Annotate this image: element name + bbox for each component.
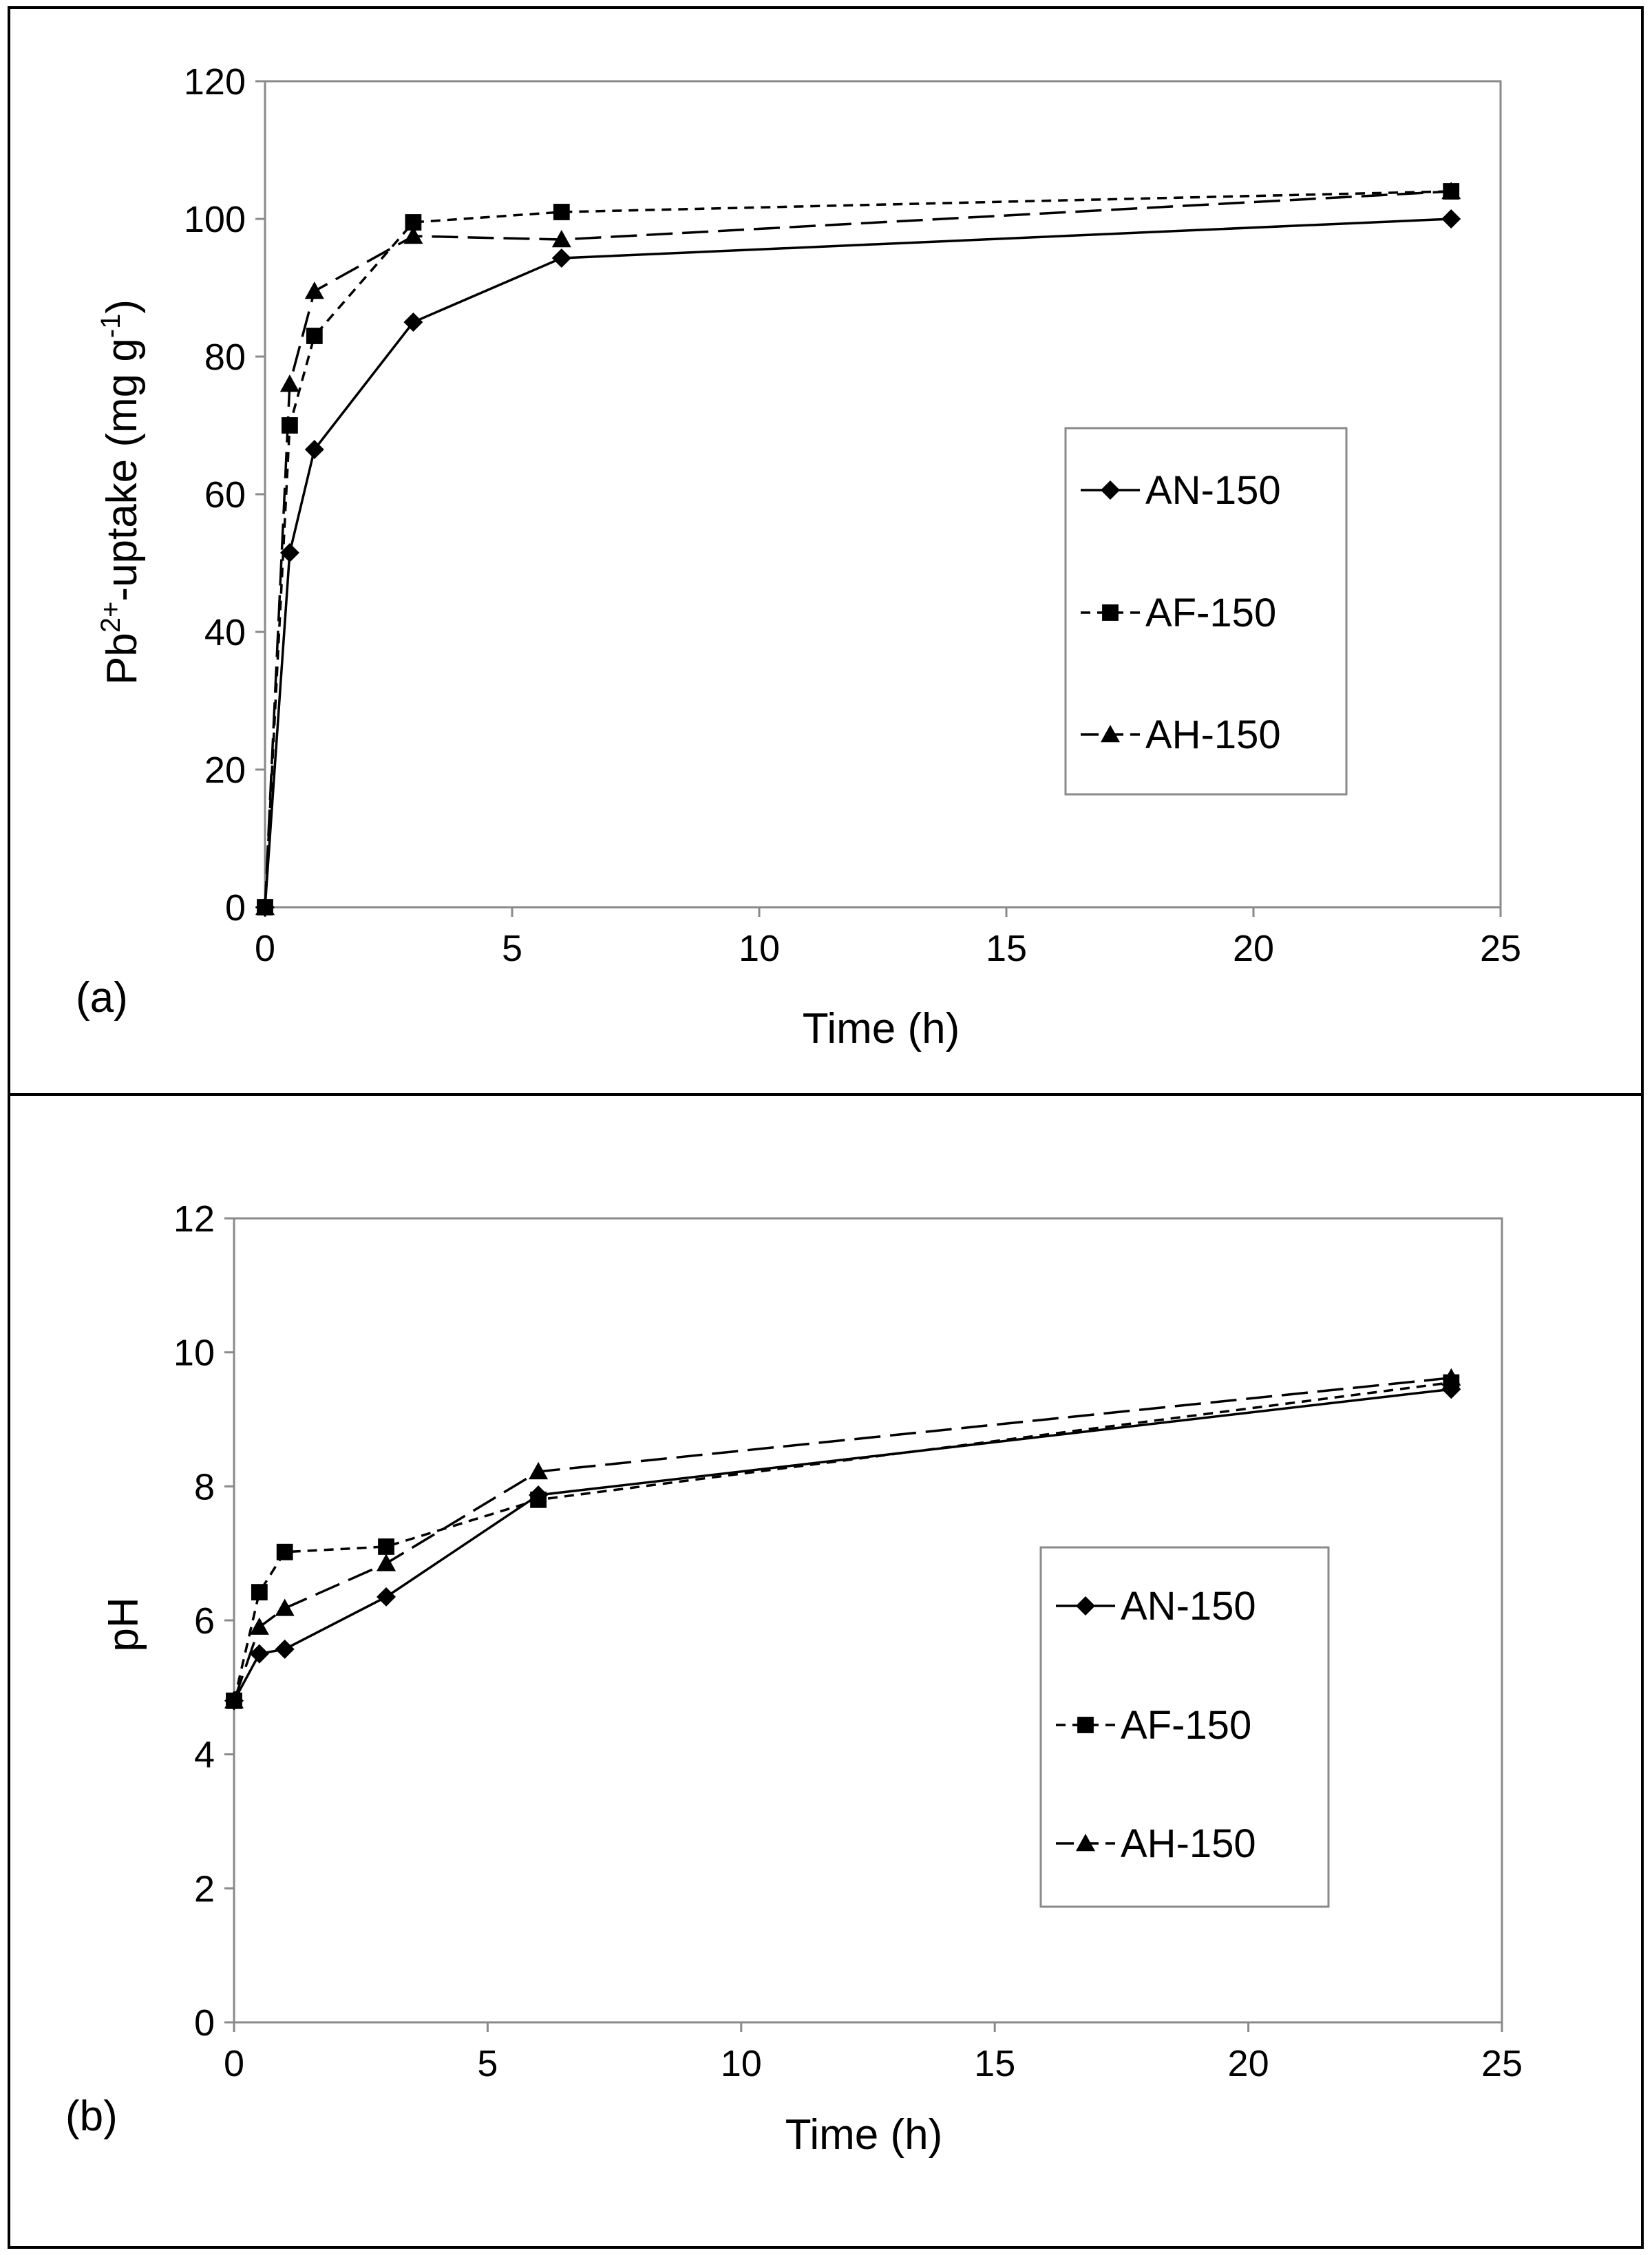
y-tick-label-a: 40 [204,612,246,653]
x-axis-title-a: Time (h) [803,1005,960,1052]
x-tick-label-a: 15 [986,928,1027,969]
panel-b: (b) Time (h) pH 0 2 4 6 8 10 12 0 5 10 15 20 25 AN-15… [65,1198,1523,2159]
legend-label-an-150-a: AN-150 [1145,468,1281,513]
y-tick-label-b: 10 [173,1333,215,1374]
series-line-ah-150-b [233,1376,1452,1702]
data-point-af-150-a [553,204,570,220]
series-line-an-150-b [233,1388,1452,1702]
panel-label-a: (a) [76,974,128,1021]
legend-marker-an-150-a [1101,480,1120,500]
y-tick-label-a: 0 [225,887,246,929]
legend-label-ah-150-b: AH-150 [1121,1821,1256,1866]
data-point-ah-150-a [304,282,324,299]
legend-marker-ah-150-a [1101,725,1120,743]
data-point-af-150-b [251,1584,268,1601]
legend-label-af-150-b: AF-150 [1121,1703,1251,1748]
x-tick-label-a: 20 [1233,928,1274,969]
data-point-ah-150-a [551,230,571,248]
data-point-ah-150-b [249,1617,269,1635]
data-point-ah-150-a [403,226,423,244]
legend-marker-af-150-b [1077,1717,1094,1733]
legend-label-af-150-a: AF-150 [1145,591,1276,635]
series-line-an-150-a [264,218,1452,908]
y-tick-label-a: 120 [184,61,246,103]
x-tick-label-b: 10 [721,2043,762,2084]
legend-label-ah-150-a: AH-150 [1145,712,1281,757]
data-point-an-150-a [551,248,571,268]
x-tick-label-a: 10 [739,928,780,969]
x-tick-label-b: 5 [477,2043,498,2084]
data-point-af-150-a [405,214,422,231]
data-point-an-150-a [1441,209,1461,229]
panel-a: (a) Time (h) Pb2+-uptake (mg g-1) 0 20 40 6… [76,61,1521,1052]
x-axis-title-b: Time (h) [785,2111,942,2159]
legend-label-an-150-b: AN-150 [1121,1584,1256,1629]
data-point-af-150-a [282,417,298,434]
legend-marker-an-150-b [1076,1596,1095,1616]
y-axis-title-a: Pb2+-uptake (mg g-1) [96,299,146,685]
x-tick-label-b: 20 [1228,2043,1269,2084]
data-point-an-150-b [377,1587,396,1607]
y-axis-title-b: pH [100,1597,147,1651]
data-point-ah-150-b [275,1598,295,1616]
x-tick-label-b: 25 [1481,2043,1523,2084]
data-point-ah-150-a [1441,182,1461,200]
data-point-ah-150-b [1441,1368,1461,1386]
data-point-af-150-b [276,1543,293,1560]
x-tick-label-a: 0 [255,928,275,969]
x-tick-label-b: 0 [224,2043,244,2084]
data-point-ah-150-b [224,1691,244,1708]
y-tick-label-a: 60 [204,474,246,516]
x-tick-label-a: 5 [502,928,522,969]
y-tick-label-b: 4 [194,1735,215,1776]
y-tick-label-b: 8 [194,1466,215,1507]
y-tick-label-a: 20 [204,750,246,791]
data-point-an-150-b [275,1639,295,1659]
figure-frame [8,6,1644,2249]
panel-label-b: (b) [65,2093,118,2140]
data-point-an-150-a [279,543,299,562]
x-tick-label-b: 15 [974,2043,1015,2084]
y-tick-label-b: 6 [194,1600,215,1642]
data-point-ah-150-a [279,374,299,392]
legend-marker-ah-150-b [1076,1834,1095,1852]
series-line-af-150-a [264,190,1452,908]
data-point-ah-150-b [529,1461,549,1480]
data-point-af-150-b [378,1538,394,1555]
data-point-ah-150-a [255,898,275,915]
x-tick-label-a: 25 [1480,928,1521,969]
data-point-an-150-a [403,313,423,332]
y-tick-label-b: 2 [194,1868,215,1909]
y-tick-label-a: 80 [204,337,246,378]
y-tick-label-b: 12 [173,1198,215,1240]
series-line-ah-150-a [264,190,1452,908]
data-point-ah-150-b [377,1554,396,1571]
y-tick-label-b: 0 [194,2002,215,2044]
data-point-an-150-b [249,1644,269,1664]
data-point-af-150-b [530,1491,547,1508]
data-point-an-150-a [304,440,324,459]
data-point-af-150-a [306,328,323,344]
legend-marker-af-150-a [1102,604,1119,621]
y-tick-label-a: 100 [184,199,246,240]
